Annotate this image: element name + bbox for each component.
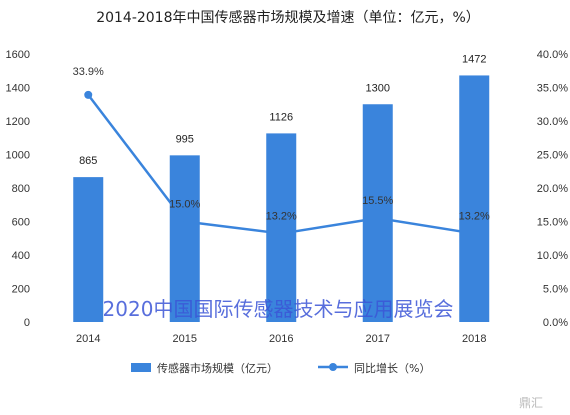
x-axis-tick-label: 2014 — [76, 333, 100, 345]
left-axis-tick-label: 1000 — [6, 150, 30, 162]
bar — [459, 75, 490, 322]
line-point — [84, 90, 93, 99]
legend-line-marker — [329, 363, 337, 371]
bar-value-label: 1300 — [366, 82, 390, 94]
line-point — [183, 220, 186, 223]
legend: 传感器市场规模（亿元） 同比增长（%） — [131, 361, 430, 375]
line-point — [280, 232, 283, 235]
right-axis-tick-label: 0.0% — [543, 317, 568, 329]
right-axis: 0.0% 5.0% 10.0% 15.0% 20.0% 25.0% 30.0% 35.0% 40… — [537, 49, 568, 329]
bar-value-label: 995 — [176, 133, 194, 145]
right-axis-tick-label: 30.0% — [537, 116, 568, 128]
left-axis-tick-label: 600 — [12, 217, 30, 229]
line-series — [84, 90, 476, 235]
x-axis: 2014 2015 2016 2017 2018 — [76, 333, 486, 345]
bar-value-label: 1126 — [269, 111, 293, 123]
bar — [73, 177, 104, 322]
bar-value-label: 865 — [79, 155, 97, 167]
legend-bar-label: 传感器市场规模（亿元） — [157, 361, 278, 375]
bar — [266, 133, 297, 322]
bar-data-labels: 865 995 1126 1300 1472 — [79, 53, 486, 167]
line-point — [473, 232, 476, 235]
right-axis-tick-label: 35.0% — [537, 83, 568, 95]
left-axis-tick-label: 0 — [24, 317, 30, 329]
right-axis-tick-label: 40.0% — [537, 49, 568, 61]
line-value-label: 15.0% — [169, 199, 200, 211]
right-axis-tick-label: 20.0% — [537, 183, 568, 195]
left-axis-tick-label: 800 — [12, 183, 30, 195]
line-value-label: 15.5% — [362, 195, 393, 207]
x-axis-tick-label: 2018 — [462, 333, 486, 345]
corner-logo: 鼎汇 — [519, 396, 543, 410]
line-point — [376, 217, 379, 220]
left-axis-tick-label: 1600 — [6, 49, 30, 61]
right-axis-tick-label: 10.0% — [537, 250, 568, 262]
right-axis-tick-label: 25.0% — [537, 150, 568, 162]
line-value-label: 13.2% — [266, 211, 297, 223]
bar-series — [73, 75, 490, 322]
line-value-label: 13.2% — [459, 211, 490, 223]
legend-line-label: 同比增长（%） — [354, 361, 430, 375]
bar — [362, 104, 393, 322]
bar — [169, 155, 200, 322]
bar-value-label: 1472 — [462, 53, 486, 65]
left-axis-tick-label: 1200 — [6, 116, 30, 128]
left-axis-tick-label: 400 — [12, 250, 30, 262]
legend-bar-swatch — [131, 363, 151, 372]
left-axis-tick-label: 200 — [12, 284, 30, 296]
chart-title: 2014-2018年中国传感器市场规模及增速（单位：亿元，%） — [96, 9, 480, 26]
x-axis-tick-label: 2016 — [269, 333, 293, 345]
right-axis-tick-label: 15.0% — [537, 217, 568, 229]
line-value-label: 33.9% — [73, 66, 104, 78]
left-axis-tick-label: 1400 — [6, 83, 30, 95]
x-axis-tick-label: 2015 — [173, 333, 197, 345]
right-axis-tick-label: 5.0% — [543, 284, 568, 296]
left-axis: 0 200 400 600 800 1000 1200 1400 1600 — [6, 49, 30, 329]
x-axis-tick-label: 2017 — [366, 333, 390, 345]
line-data-labels: 33.9% 15.0% 13.2% 15.5% 13.2% — [73, 66, 490, 223]
growth-line — [87, 94, 475, 235]
watermark-text: 2020中国国际传感器技术与应用展览会 — [103, 297, 454, 321]
